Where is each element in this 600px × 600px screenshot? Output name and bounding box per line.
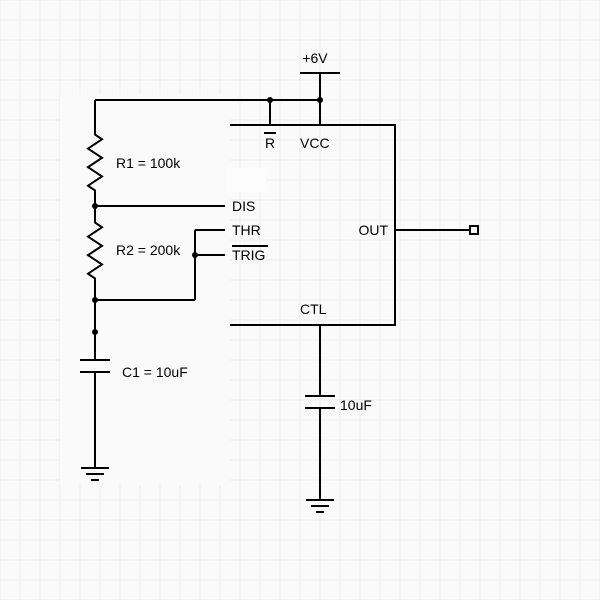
pin-reset-label: R (265, 135, 275, 151)
pin-ctl-label: CTL (300, 301, 327, 317)
ctl-net: 10uF (305, 325, 372, 512)
pin-thr-label: THR (232, 222, 261, 238)
pin-vcc-label: VCC (300, 135, 330, 151)
r2-label: R2 = 200k (116, 242, 181, 258)
out-net (395, 226, 478, 234)
r1-label: R1 = 100k (116, 155, 181, 171)
ic-555: R VCC DIS THR TRIG OUT CTL (225, 125, 395, 325)
out-terminal (470, 226, 478, 234)
pin-out-label: OUT (358, 222, 388, 238)
supply-label: +6V (302, 50, 328, 66)
c1-label: C1 = 10uF (122, 364, 188, 380)
pin-dis-label-2: DIS (232, 198, 255, 214)
left-net-clean: R1 = 100k R2 = 200k C1 = 10uF (60, 95, 230, 485)
c2-label: 10uF (340, 397, 372, 413)
pin-trig-label: TRIG (232, 247, 265, 263)
